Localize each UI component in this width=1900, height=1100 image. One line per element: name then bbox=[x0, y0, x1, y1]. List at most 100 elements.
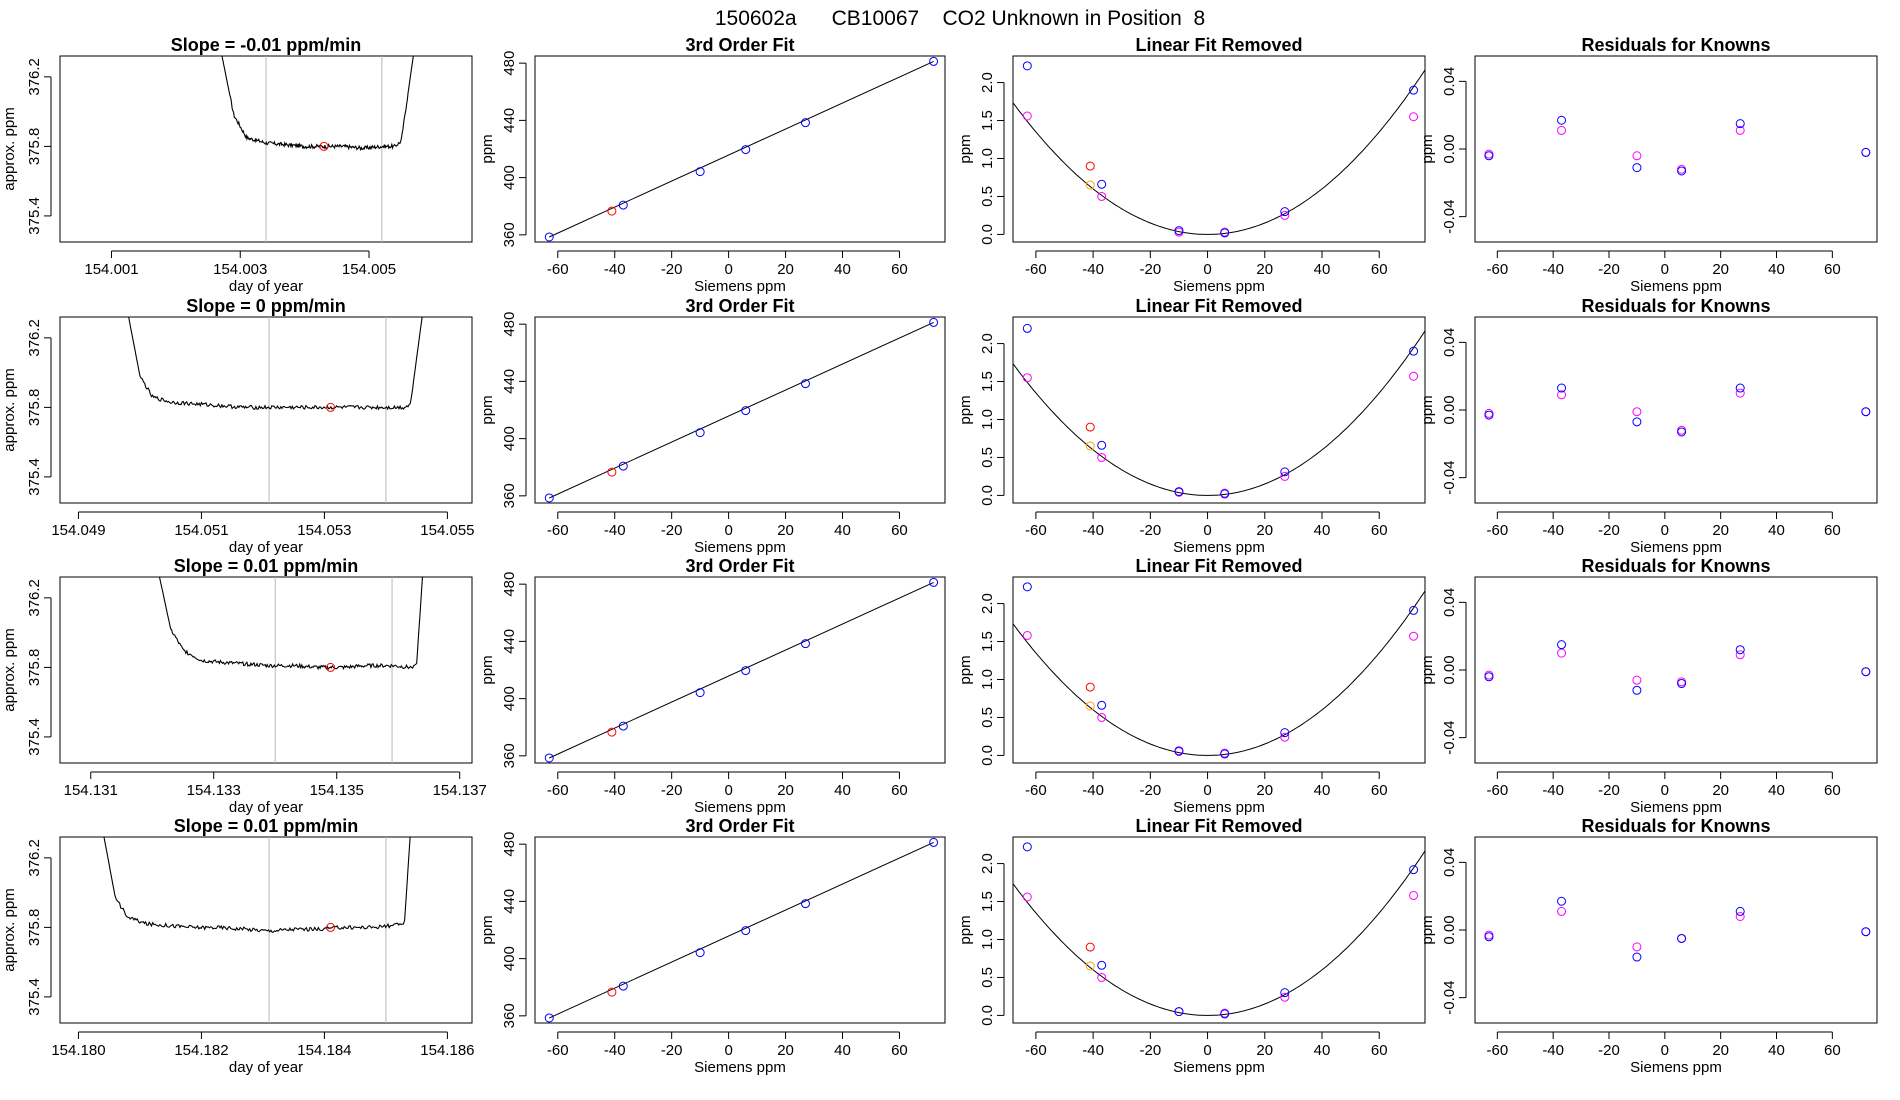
r3-linear_removed-y-tick-label: 2.0 bbox=[979, 593, 996, 614]
r2-residuals-blue-point bbox=[1557, 383, 1567, 393]
r1-linear_removed-known-magenta-point bbox=[1280, 210, 1290, 220]
r2-fit-y-tick-label: 400 bbox=[501, 426, 518, 451]
r1-linear_removed-y-tick-label: 1.0 bbox=[979, 148, 996, 169]
r2-linear_removed-x-tick-label: 60 bbox=[1371, 522, 1388, 539]
r2-timeseries-y-tick-label: 376.2 bbox=[26, 319, 43, 357]
r4-fit-known-point bbox=[741, 926, 751, 936]
r4-linear_removed-unknown-orange-point bbox=[1085, 961, 1095, 971]
r3-residuals-x-tick-label: -40 bbox=[1542, 782, 1564, 799]
r1-fit-known-point bbox=[741, 145, 751, 155]
r4-residuals-x-tick-label: 60 bbox=[1824, 1042, 1841, 1059]
r3-residuals-blue-point bbox=[1735, 645, 1745, 655]
r3-timeseries-plot-area bbox=[158, 577, 424, 763]
r1-residuals-title: Residuals for Knowns bbox=[1581, 35, 1770, 55]
r2-residuals-y-tick-label: 0.00 bbox=[1441, 395, 1458, 424]
r3-linear_removed-known-magenta-point bbox=[1022, 630, 1032, 640]
r2-residuals-x-tick-label: 60 bbox=[1824, 522, 1841, 539]
r2-timeseries-x-label: day of year bbox=[229, 539, 303, 556]
r2-fit-known-point bbox=[741, 406, 751, 416]
r4-fit-title: 3rd Order Fit bbox=[685, 816, 794, 836]
r1-fit-y-tick-label: 480 bbox=[501, 51, 518, 76]
r3-residuals-blue-point bbox=[1557, 640, 1567, 650]
r1-linear_removed-y-tick-label: 2.0 bbox=[979, 72, 996, 93]
r3-fit-x-tick-label: 20 bbox=[777, 782, 794, 799]
r2-fit-frame bbox=[534, 316, 946, 504]
r1-fit-y-label: ppm bbox=[479, 134, 496, 163]
r3-fit-y-tick-label: 440 bbox=[501, 629, 518, 654]
r2-residuals-y-label: ppm bbox=[1419, 395, 1436, 424]
r3-linear_removed-x-tick-label: 40 bbox=[1314, 782, 1331, 799]
r3-linear_removed-x-tick-label: 20 bbox=[1256, 782, 1273, 799]
r1-residuals-y-label: ppm bbox=[1419, 134, 1436, 163]
r2-linear_removed-known-blue-point bbox=[1220, 489, 1230, 499]
r3-residuals-x-tick-label: 0 bbox=[1661, 782, 1669, 799]
r1-timeseries-x-tick-label: 154.005 bbox=[342, 261, 396, 278]
r3-timeseries-x-tick-label: 154.133 bbox=[187, 782, 241, 799]
r1-fit-frame bbox=[534, 55, 946, 243]
r3-fit-known-point bbox=[544, 753, 554, 763]
r4-fit-y-label: ppm bbox=[479, 915, 496, 944]
r3-timeseries-title: Slope = 0.01 ppm/min bbox=[174, 556, 359, 576]
r2-timeseries-trace-line bbox=[128, 317, 423, 411]
r4-timeseries-mean-marker bbox=[326, 922, 336, 932]
r4-linear_removed-x-tick-label: -20 bbox=[1139, 1042, 1161, 1059]
r1-residuals-blue-point bbox=[1484, 151, 1494, 161]
r3-fit-y-label: ppm bbox=[479, 655, 496, 684]
r4-timeseries-x-tick-label: 154.186 bbox=[420, 1042, 474, 1059]
r4-linear_removed-fit-curve bbox=[1013, 850, 1425, 1016]
r3-fit-title: 3rd Order Fit bbox=[685, 556, 794, 576]
r3-fit-y-tick-label: 360 bbox=[501, 743, 518, 768]
r1-linear_removed-x-label: Siemens ppm bbox=[1173, 278, 1265, 295]
r2-linear_removed-x-tick-label: -20 bbox=[1139, 522, 1161, 539]
r4-timeseries-frame bbox=[59, 836, 473, 1024]
r3-fit-x-tick-label: 60 bbox=[891, 782, 908, 799]
r1-linear_removed-unknown-red-point bbox=[1085, 161, 1095, 171]
r3-residuals-x-label: Siemens ppm bbox=[1630, 799, 1722, 816]
r2-fit-y-tick-label: 480 bbox=[501, 312, 518, 337]
r4-residuals-y-tick-label: 0.04 bbox=[1441, 848, 1458, 877]
panel-r2-fit: 3rd Order Fit -60 -40 -20 0 20 40 60 Siemens ppm… bbox=[479, 296, 946, 556]
panel-r3-linear_removed: Linear Fit Removed -60 -40 -20 0 20 40 60 Siemen… bbox=[957, 556, 1426, 816]
r2-timeseries-mean-marker bbox=[326, 402, 336, 412]
r1-linear_removed-title: Linear Fit Removed bbox=[1135, 35, 1302, 55]
r3-fit-known-point bbox=[800, 639, 810, 649]
r2-fit-title: 3rd Order Fit bbox=[685, 296, 794, 316]
r3-fit-unknown-point bbox=[607, 727, 617, 737]
panel-r3-timeseries: Slope = 0.01 ppm/min 154.131 154.133 154.13… bbox=[1, 556, 487, 816]
r2-fit-y-tick-label: 440 bbox=[501, 369, 518, 394]
r1-fit-known-point bbox=[695, 167, 705, 177]
r4-linear_removed-y-tick-label: 1.0 bbox=[979, 929, 996, 950]
r3-timeseries-x-tick-label: 154.137 bbox=[433, 782, 487, 799]
r1-linear_removed-known-magenta-point bbox=[1097, 191, 1107, 201]
r2-residuals-y-tick-label: -0.04 bbox=[1441, 461, 1458, 495]
r2-linear_removed-known-magenta-point bbox=[1409, 371, 1419, 381]
r1-residuals-plot-area bbox=[1484, 115, 1871, 176]
r1-linear_removed-known-blue-point bbox=[1022, 61, 1032, 71]
r1-fit-y-tick-label: 440 bbox=[501, 108, 518, 133]
r1-fit-y-tick-label: 360 bbox=[501, 222, 518, 247]
r1-residuals-x-tick-label: -20 bbox=[1598, 261, 1620, 278]
r4-linear_removed-plot-area bbox=[1013, 842, 1425, 1019]
r3-linear_removed-x-label: Siemens ppm bbox=[1173, 799, 1265, 816]
r4-fit-plot-area bbox=[544, 837, 939, 1023]
r3-linear_removed-title: Linear Fit Removed bbox=[1135, 556, 1302, 576]
r1-residuals-frame bbox=[1474, 55, 1878, 243]
r3-fit-y-tick-label: 400 bbox=[501, 686, 518, 711]
r4-timeseries-y-tick-label: 375.8 bbox=[26, 909, 43, 947]
panel-r2-linear_removed: Linear Fit Removed -60 -40 -20 0 20 40 60 Siemen… bbox=[957, 296, 1426, 556]
r3-fit-known-point bbox=[618, 721, 628, 731]
r1-fit-x-tick-label: 40 bbox=[834, 261, 851, 278]
r2-timeseries-y-label: approx. ppm bbox=[1, 368, 18, 451]
r2-residuals-title: Residuals for Knowns bbox=[1581, 296, 1770, 316]
r3-fit-x-tick-label: 0 bbox=[724, 782, 732, 799]
r1-fit-known-point bbox=[929, 56, 939, 66]
r2-residuals-x-tick-label: -20 bbox=[1598, 522, 1620, 539]
figure-super-title: 150602a CB10067 CO2 Unknown in Position … bbox=[715, 7, 1205, 30]
r4-residuals-frame bbox=[1474, 836, 1878, 1024]
r2-linear_removed-x-tick-label: 20 bbox=[1256, 522, 1273, 539]
r3-linear_removed-y-tick-label: 0.0 bbox=[979, 745, 996, 766]
r4-fit-known-point bbox=[618, 981, 628, 991]
r4-fit-x-tick-label: -40 bbox=[604, 1042, 626, 1059]
r2-residuals-blue-point bbox=[1484, 410, 1494, 420]
r2-residuals-plot-area bbox=[1484, 383, 1871, 437]
